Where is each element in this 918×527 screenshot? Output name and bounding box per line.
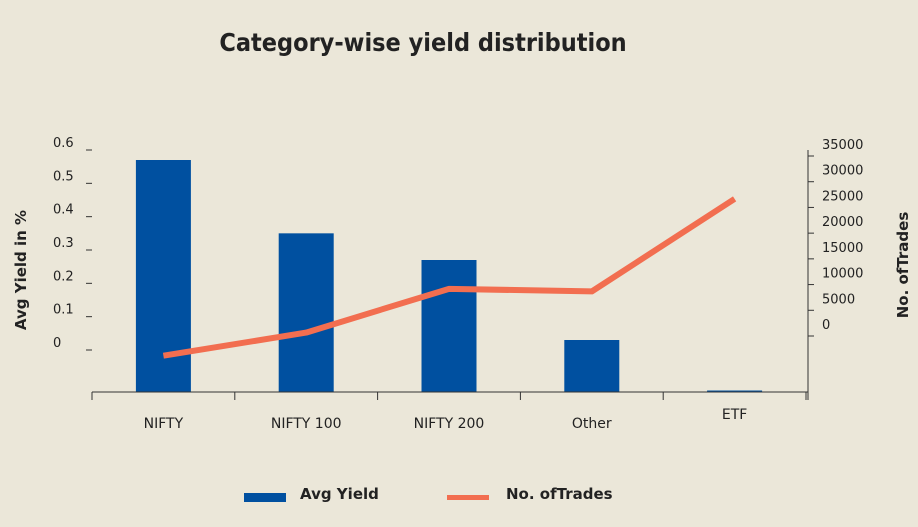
category-label: NIFTY — [144, 416, 184, 432]
x-axis-ticks — [91, 392, 807, 400]
bar-nifty — [135, 160, 191, 392]
category-labels: NIFTY NIFTY 100 NIFTY 200 Other ETF — [144, 407, 748, 432]
legend-swatch-no-of-trades — [447, 495, 489, 500]
legend-label-avg-yield: Avg Yield — [300, 485, 379, 503]
bars-layer — [135, 160, 763, 392]
y2-tick-label: 5000 — [822, 292, 855, 307]
y2-tick-label: 35000 — [822, 138, 863, 153]
legend: Avg Yield No. ofTrades — [0, 484, 918, 508]
line-no-of-trades — [162, 196, 737, 359]
bar-nifty-100 — [278, 233, 334, 392]
yield-trades-chart: 0.6 0.5 0.4 0.3 0.2 0.1 0 35000 30000 25000 20000… — [12, 136, 912, 432]
right-axis-ticks: 35000 30000 25000 20000 15000 10000 5000 0 — [808, 138, 863, 337]
right-axis-title: No. ofTrades — [894, 212, 912, 319]
left-axis-title: Avg Yield in % — [12, 210, 30, 330]
legend-swatch-avg-yield — [244, 493, 286, 502]
y-tick-label: 0.2 — [53, 269, 74, 284]
y-tick-label: 0.1 — [53, 303, 74, 318]
bar-etf — [707, 390, 763, 392]
chart-title: Category-wise yield distribution — [219, 28, 627, 57]
y2-tick-label: 25000 — [822, 189, 863, 204]
bar-other — [564, 340, 620, 392]
y-tick-label: 0.3 — [53, 236, 74, 251]
y2-tick-label: 20000 — [822, 215, 863, 230]
line-layer — [162, 196, 737, 359]
y-tick-label: 0.4 — [53, 203, 74, 218]
category-label: ETF — [722, 407, 747, 423]
bar-nifty-200 — [421, 260, 477, 392]
y2-tick-label: 15000 — [822, 241, 863, 256]
y-tick-label: 0 — [53, 336, 61, 351]
y2-tick-label: 0 — [822, 318, 830, 333]
category-label: NIFTY 200 — [414, 416, 485, 432]
y2-tick-label: 10000 — [822, 267, 863, 282]
left-axis-ticks: 0.6 0.5 0.4 0.3 0.2 0.1 0 — [53, 136, 92, 351]
legend-label-no-of-trades: No. ofTrades — [506, 485, 613, 503]
y2-tick-label: 30000 — [822, 164, 863, 179]
category-label: Other — [572, 416, 612, 432]
y-tick-label: 0.5 — [53, 169, 74, 184]
y-tick-label: 0.6 — [53, 136, 74, 151]
category-label: NIFTY 100 — [271, 416, 342, 432]
